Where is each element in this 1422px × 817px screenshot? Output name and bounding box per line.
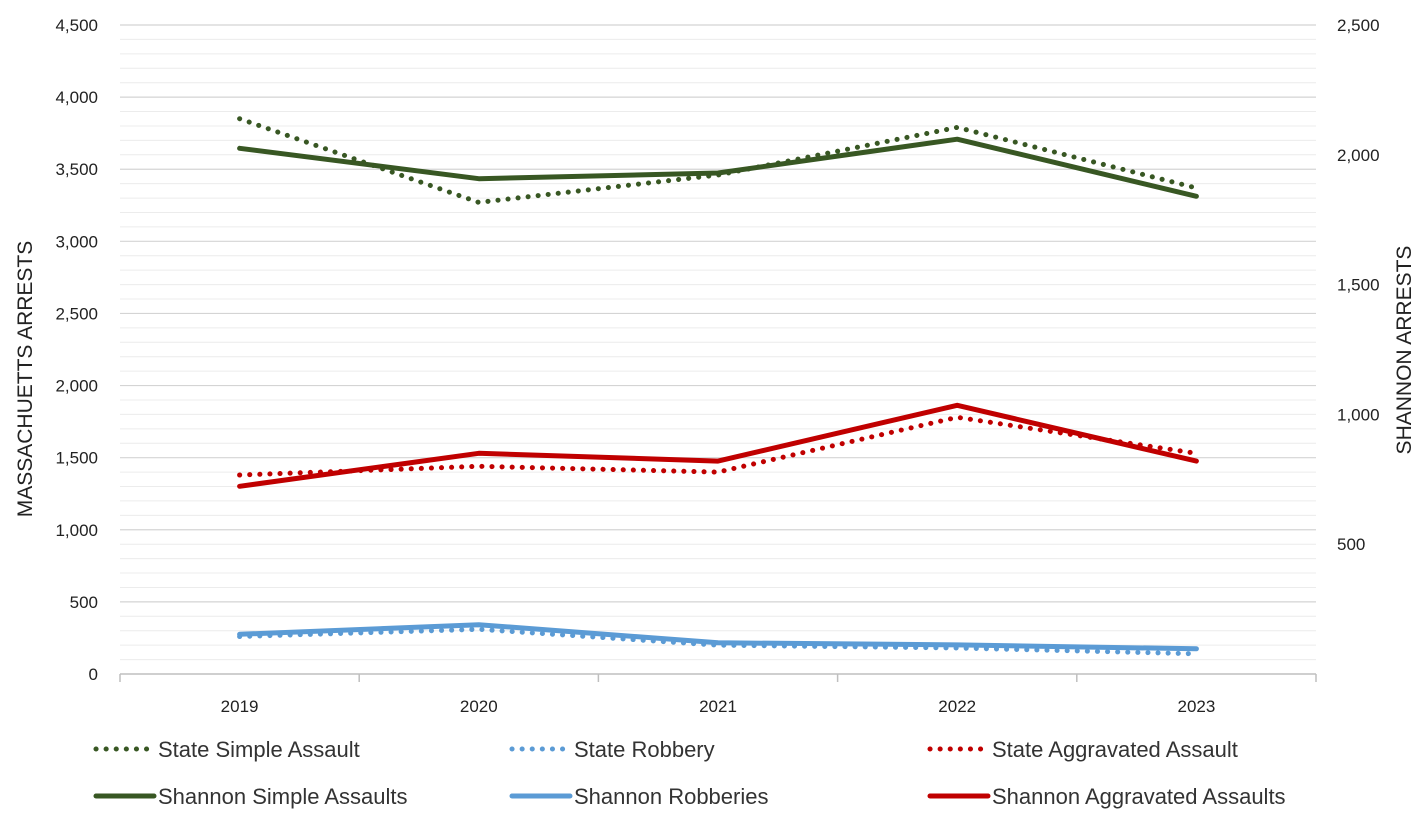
left-tick-label: 4,000 <box>55 88 98 107</box>
x-tick-label: 2020 <box>460 697 498 716</box>
left-tick-label: 4,500 <box>55 16 98 35</box>
legend-label: State Robbery <box>574 737 715 762</box>
tick-labels: 0 500 1,000 1,500 2,000 2,500 3,000 3,500 4,000 4… <box>55 16 1379 716</box>
right-tick-label: 1,000 <box>1337 405 1380 424</box>
right-axis-title: SHANNON ARRESTS <box>1393 246 1416 455</box>
left-tick-label: 3,500 <box>55 160 98 179</box>
legend-label: State Simple Assault <box>158 737 360 762</box>
left-tick-label: 1,500 <box>55 449 98 468</box>
series-line <box>237 414 1199 478</box>
left-tick-label: 3,000 <box>55 232 98 251</box>
left-tick-label: 1,000 <box>55 521 98 540</box>
x-tick-label: 2022 <box>938 697 976 716</box>
axes <box>119 673 1317 682</box>
series-line <box>237 622 1199 652</box>
right-tick-label: 2,000 <box>1337 146 1380 165</box>
legend-label: Shannon Robberies <box>574 784 768 809</box>
gridlines <box>120 24 1316 661</box>
right-tick-label: 500 <box>1337 535 1365 554</box>
left-tick-label: 2,500 <box>55 304 98 323</box>
x-tick-label: 2021 <box>699 697 737 716</box>
x-tick-label: 2019 <box>221 697 259 716</box>
left-axis-title: MASSACHUETTS ARRESTS <box>14 241 37 518</box>
left-tick-label: 2,000 <box>55 377 98 396</box>
legend-label: State Aggravated Assault <box>992 737 1238 762</box>
x-tick-label: 2023 <box>1177 697 1215 716</box>
series-line <box>237 402 1199 489</box>
legend: State Simple Assault State Robbery State A… <box>93 737 1286 809</box>
right-tick-label: 1,500 <box>1337 276 1380 295</box>
left-tick-label: 500 <box>70 593 98 612</box>
right-tick-label: 2,500 <box>1337 16 1380 35</box>
legend-label: Shannon Simple Assaults <box>158 784 408 809</box>
legend-label: Shannon Aggravated Assaults <box>992 784 1286 809</box>
series-line <box>237 626 1199 657</box>
series-line <box>237 136 1199 199</box>
series-lines <box>237 116 1199 657</box>
left-tick-label: 0 <box>89 665 98 684</box>
